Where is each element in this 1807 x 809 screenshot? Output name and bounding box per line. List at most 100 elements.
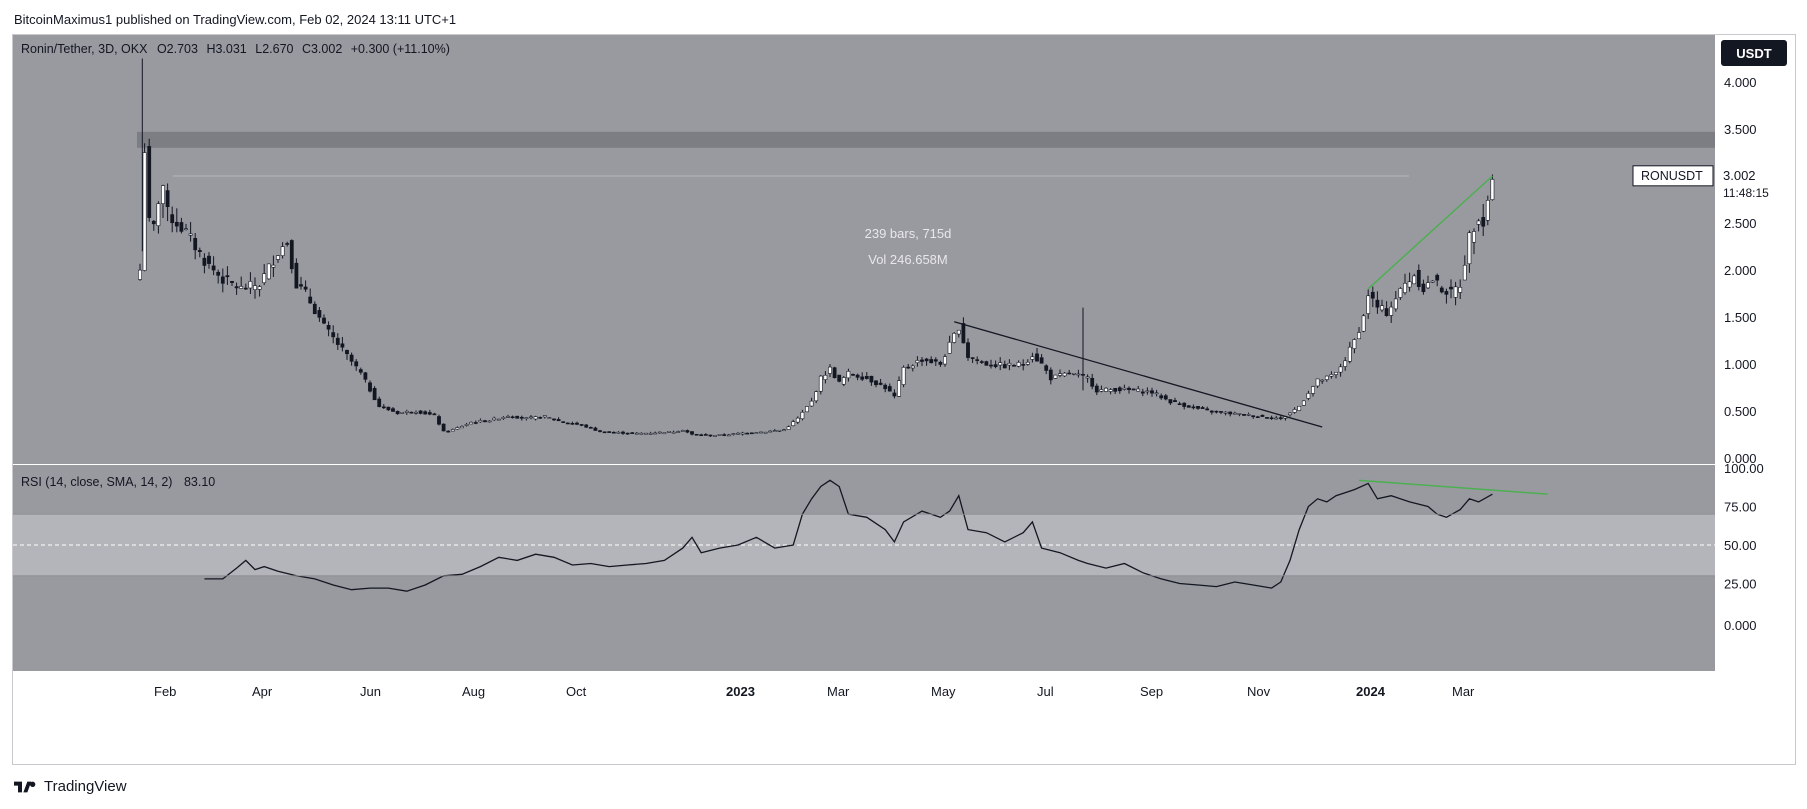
candle-body — [630, 432, 635, 434]
candle-body — [294, 262, 299, 289]
candle-body — [248, 281, 253, 289]
candle-body — [1278, 417, 1283, 419]
candle-body — [1398, 288, 1403, 298]
candle-body — [262, 273, 267, 284]
candle-body — [1108, 389, 1113, 392]
rsi-legend: RSI (14, close, SMA, 14, 2) 83.10 — [21, 475, 215, 489]
candle-body — [1416, 269, 1421, 287]
candle-body — [1228, 411, 1233, 415]
time-tick-label: Mar — [1452, 684, 1475, 699]
candle-body — [809, 400, 814, 407]
candle-body — [161, 185, 165, 204]
candle-body — [1182, 402, 1187, 407]
candle-body — [1265, 417, 1269, 419]
candles-group[interactable] — [138, 58, 1495, 437]
rsi-green-line[interactable] — [1358, 479, 1548, 495]
candle-body — [335, 337, 340, 345]
candle-body — [970, 357, 975, 359]
candle-body — [837, 374, 842, 382]
candle-body — [354, 361, 359, 367]
candle-body — [565, 422, 570, 425]
candle-body — [510, 416, 515, 419]
candle-body — [1044, 365, 1049, 371]
tradingview-footer[interactable]: TradingView — [14, 778, 127, 795]
candle-body — [1030, 356, 1035, 360]
candle-body — [759, 431, 763, 434]
candle-body — [869, 375, 874, 383]
candle-body — [1375, 299, 1380, 308]
candle-body — [777, 429, 782, 432]
candle-body — [271, 264, 276, 268]
candle-body — [529, 416, 533, 419]
candle-body — [1384, 308, 1389, 317]
candle-body — [1104, 387, 1108, 392]
candle-body — [427, 412, 432, 415]
candle-body — [722, 434, 727, 436]
candle-body — [280, 246, 285, 257]
candle-body — [538, 417, 543, 419]
candle-body — [901, 367, 906, 385]
candle-body — [1145, 390, 1150, 393]
candle-body — [1269, 417, 1274, 420]
candle-body — [1232, 412, 1237, 415]
candle-body — [818, 375, 823, 392]
candle-body — [708, 434, 713, 437]
time-tick-label: Oct — [566, 684, 587, 699]
candle-body — [253, 285, 257, 290]
price-tick-label: 2.500 — [1724, 216, 1757, 231]
candle-body — [975, 359, 980, 361]
candle-body — [533, 416, 538, 420]
candle-body — [142, 152, 147, 271]
candle-body — [1067, 372, 1072, 375]
candle-body — [874, 380, 878, 386]
chart-frame[interactable]: 4.0003.5003.0002.5002.0001.5001.0000.500… — [12, 34, 1796, 765]
candle-body — [588, 427, 593, 429]
candle-body — [878, 382, 883, 385]
time-axis[interactable]: Feb Apr Jun Aug Oct 2023 Mar May Jul Sep Nov 2024 Ma… — [154, 684, 1475, 699]
descending-trend-line[interactable] — [954, 321, 1323, 428]
candle-body — [524, 417, 529, 419]
candle-body — [1439, 287, 1444, 293]
candle-body — [602, 431, 607, 434]
candle-body — [1159, 395, 1164, 399]
price-pane[interactable] — [13, 35, 1715, 464]
candle-body — [1393, 298, 1398, 310]
candle-body — [1260, 414, 1265, 417]
time-tick-label: Aug — [462, 684, 485, 699]
candle-body — [1021, 364, 1026, 366]
chart-svg[interactable]: 4.0003.5003.0002.5002.0001.5001.0000.500… — [13, 35, 1795, 764]
candle-body — [616, 431, 621, 434]
candle-body — [506, 416, 510, 418]
rsi-value: 83.10 — [184, 475, 215, 489]
currency-button[interactable]: USDT — [1721, 40, 1787, 66]
candle-body — [257, 286, 262, 290]
candle-body — [303, 286, 308, 290]
candle-body — [1476, 220, 1481, 225]
candle-body — [1117, 387, 1122, 392]
candle-body — [312, 303, 317, 315]
rsi-tick-label: 0.000 — [1724, 618, 1757, 633]
rsi-line[interactable] — [204, 479, 1493, 592]
candle-body — [395, 410, 400, 415]
candle-body — [1016, 362, 1021, 367]
candle-body — [299, 284, 303, 287]
candle-body — [193, 238, 198, 251]
time-tick-label: Nov — [1247, 684, 1271, 699]
price-axis[interactable]: 4.0003.5003.0002.5002.0001.5001.0000.500… — [1724, 75, 1757, 466]
candle-body — [947, 341, 952, 354]
candle-body — [906, 366, 911, 369]
candle-body — [220, 276, 225, 284]
green-trend-line[interactable] — [1367, 175, 1493, 290]
candle-body — [910, 365, 915, 369]
candle-body — [795, 417, 800, 423]
candle-body — [1094, 385, 1099, 393]
rsi-axis[interactable]: 100.00 75.00 50.00 25.00 0.000 — [1724, 461, 1764, 633]
candle-body — [1453, 286, 1458, 298]
candle-body — [851, 373, 855, 376]
candle-body — [772, 430, 777, 432]
candle-body — [1173, 400, 1177, 403]
candle-body — [690, 431, 694, 435]
candle-body — [368, 382, 372, 392]
candle-body — [657, 431, 662, 434]
candle-body — [1025, 361, 1030, 365]
